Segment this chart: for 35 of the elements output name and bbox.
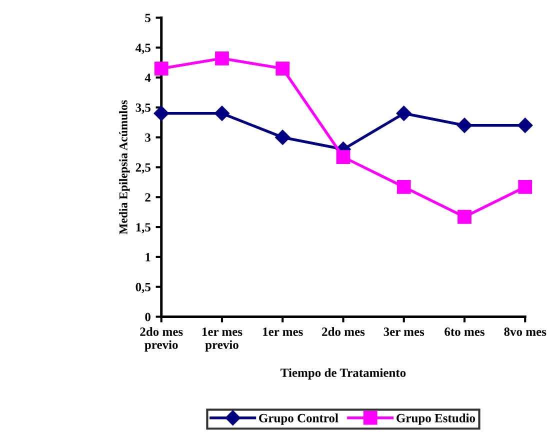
y-tick-label: 1,5 [136,223,150,234]
x-tick-label: 1er mes [263,328,303,336]
x-tick-label: 1er mes previo [202,328,242,352]
legend-label: Grupo Control [259,414,338,425]
point [214,106,230,121]
point [396,180,411,194]
y-tick-label: 0 [145,312,150,322]
y-tick-label: 3,5 [136,103,150,114]
y-tick-label: 0,5 [136,282,150,294]
x-tick-label: 8vo mes [504,328,546,336]
point [154,106,169,121]
x-tick-label: 6to mes [444,328,484,336]
y-tick-label: 5 [145,14,150,22]
point [396,106,412,121]
point [275,130,290,145]
y-tick-label: 1 [146,253,150,262]
x-axis-title: Tiempo de Tratamiento [280,368,406,380]
y-tick-label: 4,5 [135,44,150,54]
legend-label: Grupo Estudio [396,414,476,425]
y-tick-label: 4 [144,74,151,82]
point [456,118,472,133]
point [276,62,290,76]
y-tick-label: 3 [145,133,151,142]
point [154,62,168,76]
x-tick-label: 3er mes [384,328,424,336]
point [215,51,229,66]
x-tick-label: 2do mes previo [140,327,183,352]
point [458,210,472,224]
point [518,118,533,133]
y-tick-label: 2 [145,193,150,202]
y-tick-label: 2,5 [136,163,150,174]
point [518,180,532,194]
y-axis-title: Media Epilepsia Acúmulos [119,100,130,234]
point [336,150,350,164]
x-tick-label: 2do mes [322,327,365,336]
